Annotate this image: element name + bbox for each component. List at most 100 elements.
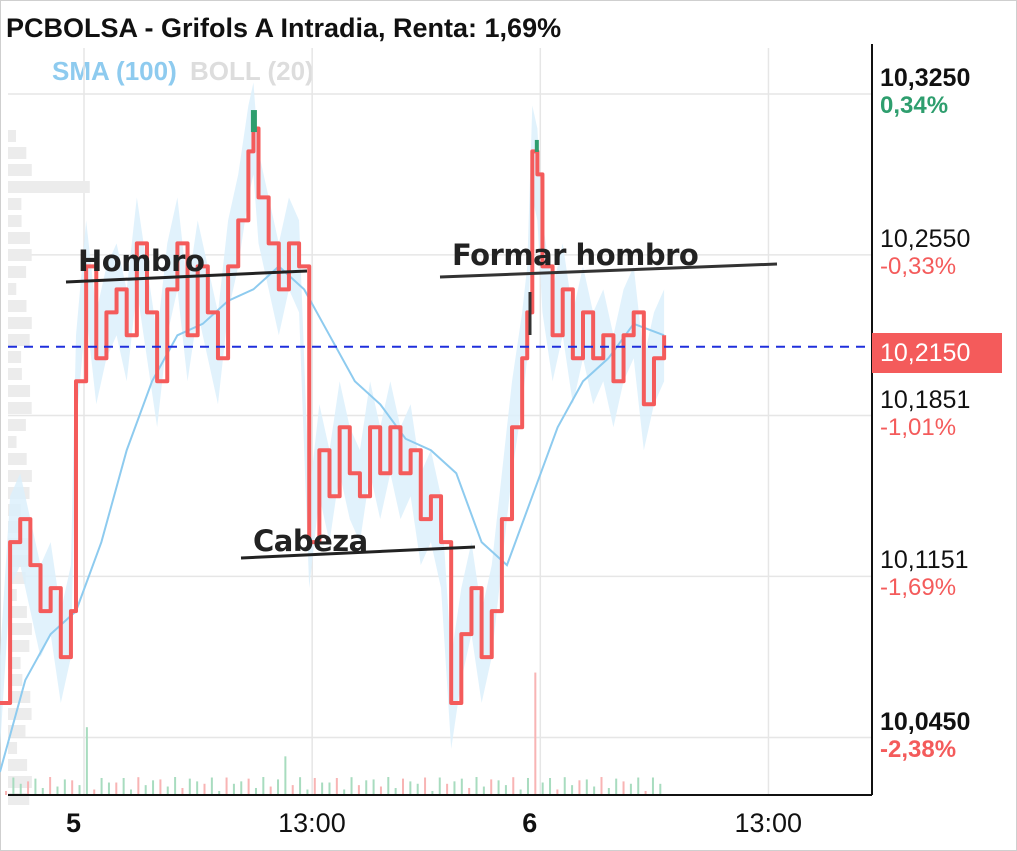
volume-bar [269,786,272,795]
volume-bar [196,781,199,795]
volume-bar [56,786,59,795]
volume-bar [504,785,507,795]
volume-bar [424,777,427,795]
y-tick-price-0: 10,3250 [880,63,971,92]
volume-bar [129,789,132,795]
volume-bar [343,789,346,795]
volume-bar [556,789,559,795]
y-tick-pct-0: 0,34% [880,91,949,119]
volume-bar [144,785,147,795]
volume-bar [247,778,250,795]
volume-bar [402,778,405,795]
volume-bar [210,777,213,795]
y-tick-price-2: 10,1851 [880,385,971,414]
annotation-hombro: Hombro [78,244,205,278]
volume-bar [152,780,155,795]
volume-profile-bar [8,402,32,414]
volume-bar [460,778,463,795]
volume-profile-bar [8,232,30,244]
indicator-legend: SMA (100) BOLL (20) [52,56,314,87]
volume-profile-bar [8,606,27,618]
volume-bar [549,778,552,795]
volume-bar [122,777,125,795]
volume-profile-bar [8,589,17,601]
volume-bar [19,783,22,795]
volume-bar [291,785,294,795]
volume-profile-bar [8,249,32,261]
volume-bar [644,790,647,795]
volume-profile-bar [8,198,22,210]
legend-boll[interactable]: BOLL (20) [189,56,314,86]
volume-profile-bar [8,351,22,363]
volume-bar [218,790,221,795]
volume-bar [188,778,191,795]
y-tick-pct-1: -0,33% [880,252,957,280]
volume-profile-bar [8,164,32,176]
volume-bar [321,782,324,795]
volume-profile-bar [8,215,22,227]
volume-profile-bar [8,453,27,465]
x-tick-label-2: 6 [522,808,538,838]
volume-bar [225,777,228,795]
volume-profile-bar [8,283,17,295]
volume-bar [306,789,309,795]
volume-profile-bar [8,708,32,720]
volume-profile-bar [8,130,16,142]
volume-profile-bar [8,266,27,278]
volume-bar [262,777,265,795]
x-tick-label-0: 5 [66,808,82,838]
volume-bar [107,782,110,795]
x-tick-label-3: 13:00 [734,808,803,838]
y-tick-price-3: 10,1151 [880,546,969,575]
volume-profile-bar [8,300,27,312]
price-line [0,126,667,706]
bollinger-band [0,82,665,750]
volume-bar [453,781,456,795]
sma-line [0,265,665,773]
annotation-formar-hombro: Formar hombro [452,238,699,272]
volume-bar [350,777,353,795]
neckline-cabeza [240,545,476,560]
volume-profile-bar [8,759,28,771]
volume-bar [615,778,618,795]
volume-bar [607,788,610,795]
y-tick-price-1: 10,2550 [880,224,971,253]
volume-bar [34,778,37,795]
volume-bar [651,777,654,795]
volume-bar [71,780,74,795]
volume-bar [203,783,206,795]
volume-bar [100,777,103,795]
volume-bar [63,779,66,795]
volume-bar [166,786,169,795]
volume-bar [416,783,419,795]
volume-bar [468,787,471,795]
volume-bar [357,785,360,795]
neckline-hombro [65,269,308,284]
volume-profile-bar [8,640,30,652]
volume-bar [431,790,434,795]
volume-bar [659,783,662,795]
volume-bar [277,779,280,795]
volume-bar [578,780,581,795]
volume-bar [159,779,162,795]
volume-bar [379,786,382,795]
volume-bar [482,786,485,795]
volume-bar [12,777,15,795]
legend-sma[interactable]: SMA (100) [52,56,177,86]
volume-profile-bar [8,742,18,754]
volume-bar [299,777,302,795]
y-tick-pct-2: -1,01% [880,413,957,441]
volume-bar [49,777,52,795]
y-tick-pct-3: -1,69% [880,574,957,602]
volume-profile-bar [8,317,32,329]
volume-bar [438,777,441,795]
volume-bar [5,791,8,795]
volume-bar [497,780,500,795]
volume-bar [629,783,632,795]
volume-profile-bar [8,385,31,397]
volume-bar [446,783,449,795]
volume-bar [93,789,96,795]
volume-bar [475,777,478,795]
volume-profile-bar [8,691,31,703]
